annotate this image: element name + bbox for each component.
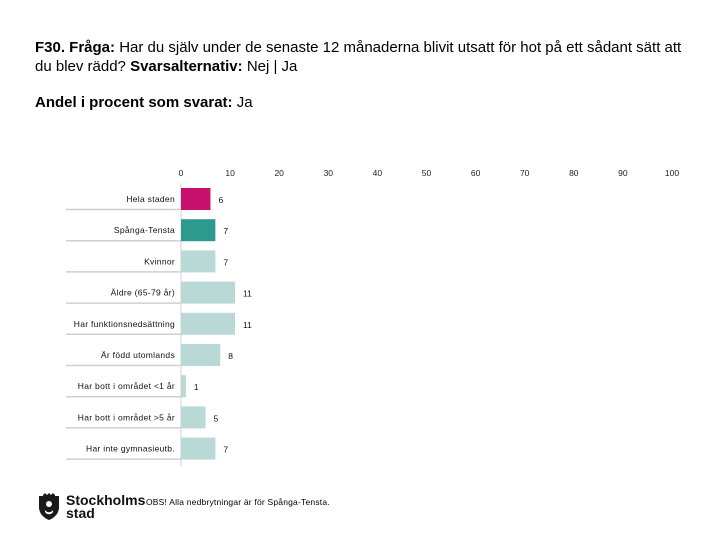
category-label: Har bott i området >5 år	[78, 412, 175, 422]
x-tick-label: 90	[618, 168, 628, 178]
answer-prefix: Svarsalternativ:	[130, 58, 243, 75]
logo-text-line2: stad	[66, 505, 95, 521]
bar	[181, 437, 216, 460]
category-label: Äldre (65-79 år)	[111, 288, 175, 298]
x-tick-label: 60	[471, 168, 481, 178]
category-label: Har funktionsnedsättning	[74, 319, 175, 329]
x-tick-label: 100	[665, 168, 679, 178]
data-label: 5	[214, 413, 219, 423]
x-tick-label: 20	[274, 168, 284, 178]
subtitle-value: Ja	[236, 94, 253, 111]
x-tick-label: 70	[520, 168, 530, 178]
bar	[181, 406, 206, 429]
footnote: OBS! Alla nedbrytningar är för Spånga-Te…	[146, 497, 330, 507]
category-label: Har bott i området <1 år	[78, 381, 175, 391]
bar	[181, 312, 236, 335]
question-title: F30. Fråga: Har du själv under de senast…	[35, 38, 695, 76]
logo: Stockholms stad	[36, 493, 145, 521]
data-label: 7	[223, 445, 228, 455]
logo-text-line1: Stockholms	[66, 492, 146, 508]
data-label: 1	[194, 382, 199, 392]
x-tick-label: 10	[225, 168, 235, 178]
category-label: Är född utomlands	[101, 350, 175, 360]
x-tick-label: 40	[373, 168, 383, 178]
data-label: 11	[243, 289, 252, 299]
answer-options: Nej | Ja	[246, 58, 298, 75]
chart-subtitle: Andel i procent som svarat: Ja	[35, 94, 253, 111]
question-prefix: F30. Fråga:	[35, 39, 116, 56]
x-tick-label: 30	[324, 168, 334, 178]
data-label: 7	[223, 257, 228, 267]
stockholm-crest-icon	[39, 493, 59, 520]
bar	[181, 188, 211, 210]
data-label: 6	[218, 195, 223, 205]
bar	[181, 344, 221, 366]
x-tick-label: 0	[179, 168, 184, 178]
category-label: Hela staden	[126, 194, 175, 204]
data-label: 8	[228, 351, 233, 361]
data-label: 7	[223, 226, 228, 236]
bar	[181, 375, 186, 398]
category-label: Spånga-Tensta	[114, 225, 175, 235]
subtitle-prefix: Andel i procent som svarat:	[35, 94, 233, 111]
question-text: Har du själv under de senaste 12 månader…	[35, 39, 682, 75]
bar	[181, 281, 236, 304]
category-label: Kvinnor	[144, 256, 175, 266]
bar	[181, 250, 216, 273]
bar	[181, 219, 216, 242]
x-tick-label: 80	[569, 168, 579, 178]
data-label: 11	[243, 320, 252, 330]
x-tick-label: 50	[422, 168, 432, 178]
category-label: Har inte gymnasieutb.	[86, 444, 175, 454]
